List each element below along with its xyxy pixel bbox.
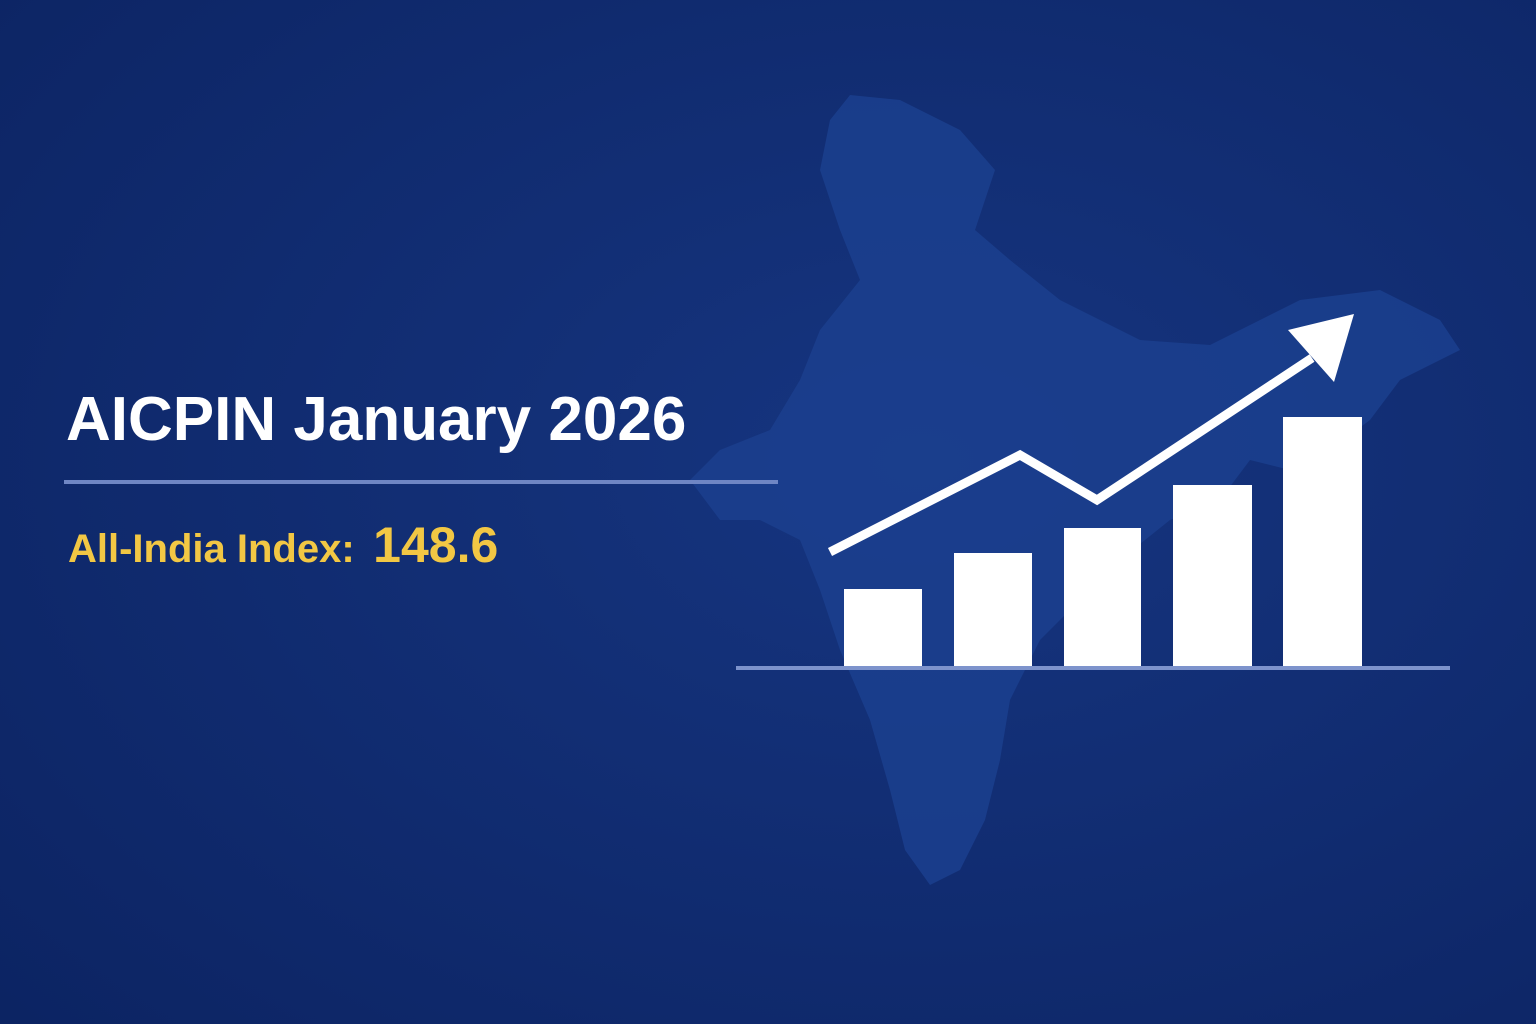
chart-icon	[827, 314, 1362, 668]
icon-arrowhead	[1288, 314, 1354, 382]
index-label: All-India Index:	[68, 527, 355, 571]
icon-bar	[844, 589, 922, 668]
icon-trend	[827, 354, 1315, 557]
index-value: 148.6	[373, 517, 498, 573]
icon-bar	[954, 553, 1032, 668]
icon-bar	[1283, 417, 1362, 668]
title: AICPIN January 2026	[66, 385, 686, 454]
index-line: All-India Index: 148.6	[68, 517, 498, 573]
icon-bar	[1173, 485, 1252, 668]
icon-bar	[1064, 528, 1141, 668]
